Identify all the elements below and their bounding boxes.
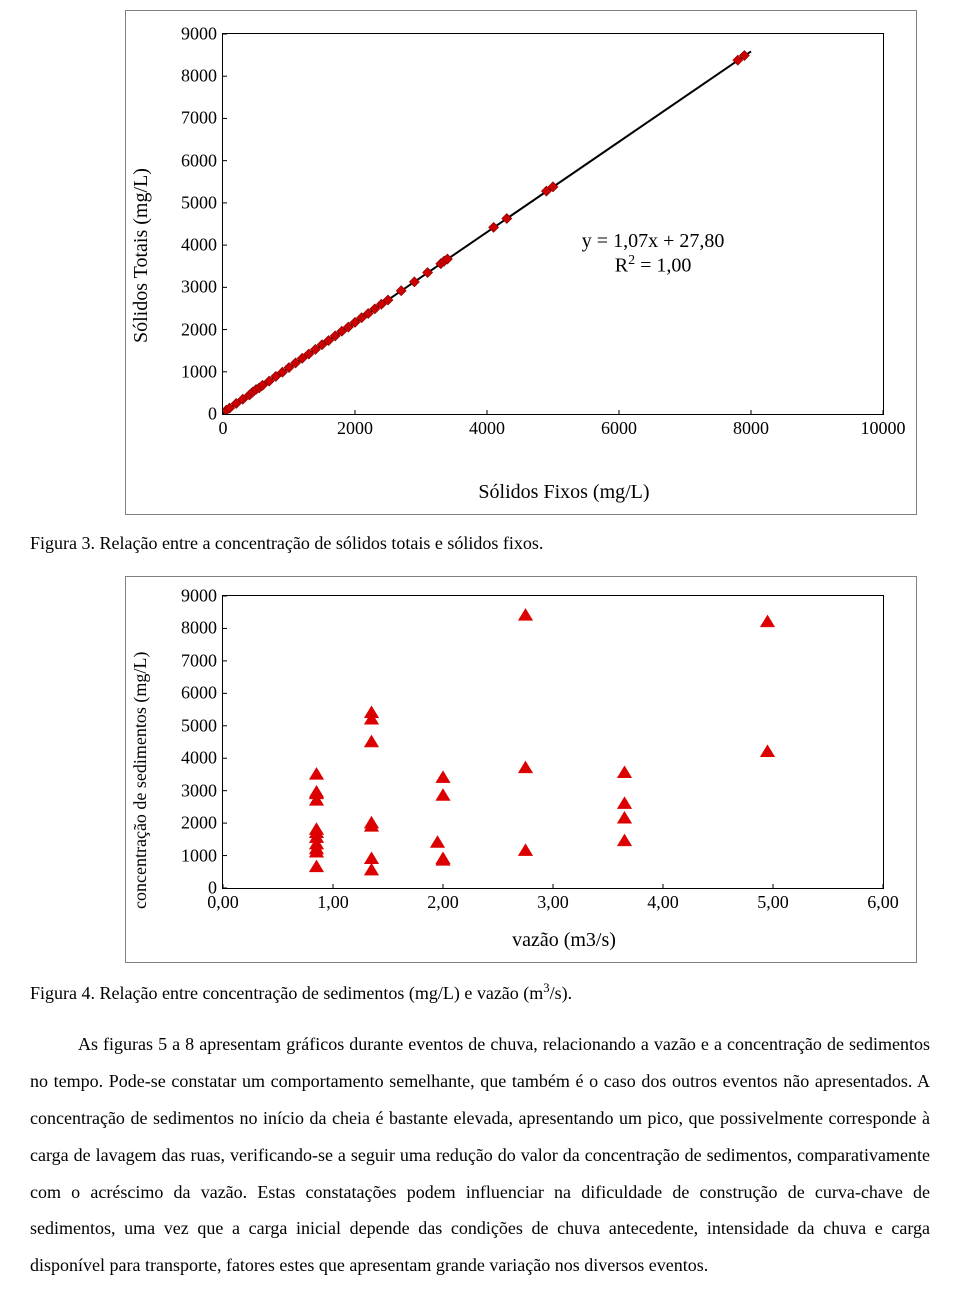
paragraph-text: As figuras 5 a 8 apresentam gráficos dur…	[30, 1026, 930, 1284]
ytick-label: 2000	[181, 319, 223, 340]
figure4-caption: Figura 4. Relação entre concentração de …	[30, 981, 930, 1004]
xtick-label: 0,00	[207, 888, 239, 913]
chart1-ylabel: Sólidos Totais (mg/L)	[130, 168, 153, 343]
chart1-xlabel: Sólidos Fixos (mg/L)	[136, 481, 906, 504]
xtick-label: 6,00	[867, 888, 899, 913]
chart1-container: Sólidos Totais (mg/L) y = 1,07x + 27,80R…	[125, 10, 917, 515]
ytick-label: 3000	[181, 780, 223, 801]
ytick-label: 2000	[181, 813, 223, 834]
ytick-label: 8000	[181, 66, 223, 87]
ytick-label: 1000	[181, 361, 223, 382]
caption2-text-a: Relação entre concentração de sedimentos…	[100, 983, 544, 1003]
chart2-xlabel: vazão (m3/s)	[136, 929, 906, 952]
caption2-prefix: Figura 4.	[30, 983, 100, 1003]
xtick-label: 4,00	[647, 888, 679, 913]
figure3-caption: Figura 3. Relação entre a concentração d…	[30, 533, 930, 554]
xtick-label: 5,00	[757, 888, 789, 913]
xtick-label: 4000	[469, 414, 505, 439]
chart2-plot: 01000200030004000500060007000800090000,0…	[222, 595, 884, 889]
ytick-label: 5000	[181, 715, 223, 736]
xtick-label: 8000	[733, 414, 769, 439]
ytick-label: 4000	[181, 748, 223, 769]
caption1-prefix: Figura 3.	[30, 533, 100, 553]
ytick-label: 6000	[181, 683, 223, 704]
ytick-label: 7000	[181, 650, 223, 671]
ytick-label: 8000	[181, 618, 223, 639]
caption2-text-b: /s).	[550, 983, 573, 1003]
body-paragraph: As figuras 5 a 8 apresentam gráficos dur…	[30, 1026, 930, 1284]
xtick-label: 6000	[601, 414, 637, 439]
chart2-container: concentração de sedimentos (mg/L) 010002…	[125, 576, 917, 963]
chart2-ylabel: concentração de sedimentos (mg/L)	[130, 652, 151, 909]
xtick-label: 3,00	[537, 888, 569, 913]
chart-annotation-line: y = 1,07x + 27,80	[582, 230, 725, 253]
ytick-label: 1000	[181, 845, 223, 866]
xtick-label: 0	[219, 414, 228, 439]
caption1-text: Relação entre a concentração de sólidos …	[100, 533, 544, 553]
ytick-label: 9000	[181, 586, 223, 607]
ytick-label: 6000	[181, 150, 223, 171]
chart1-annotation: y = 1,07x + 27,80R2 = 1,00	[582, 230, 725, 278]
xtick-label: 2,00	[427, 888, 459, 913]
xtick-label: 2000	[337, 414, 373, 439]
chart2-svg	[223, 596, 883, 888]
chart1-svg	[223, 34, 883, 414]
chart-annotation-line: R2 = 1,00	[582, 253, 725, 278]
ytick-label: 9000	[181, 24, 223, 45]
ytick-label: 4000	[181, 235, 223, 256]
chart1-plot: y = 1,07x + 27,80R2 = 1,00 0100020003000…	[222, 33, 884, 415]
xtick-label: 1,00	[317, 888, 349, 913]
ytick-label: 3000	[181, 277, 223, 298]
ytick-label: 5000	[181, 192, 223, 213]
ytick-label: 7000	[181, 108, 223, 129]
xtick-label: 10000	[861, 414, 906, 439]
